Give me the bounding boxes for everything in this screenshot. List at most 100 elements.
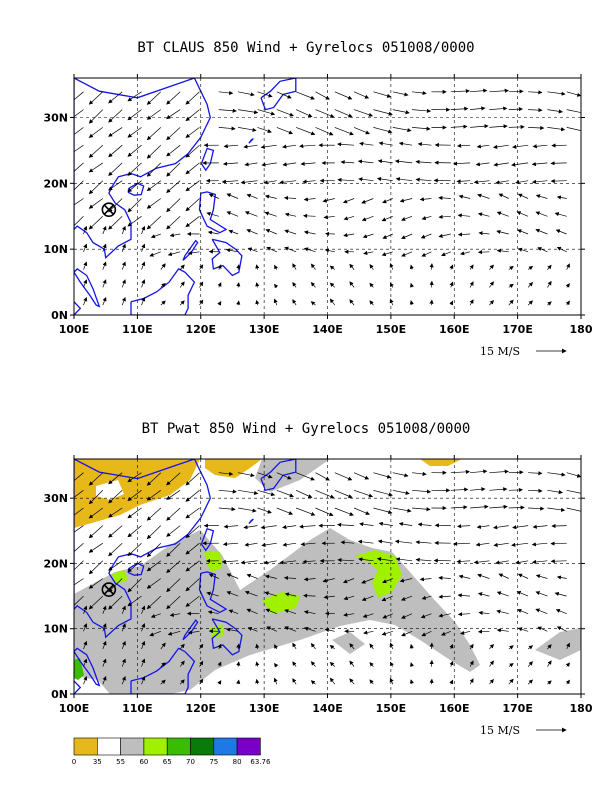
wind-vector bbox=[419, 197, 432, 202]
wind-vector bbox=[187, 250, 200, 255]
wind-vector bbox=[179, 643, 185, 650]
wind-vector bbox=[295, 489, 313, 498]
wind-vector bbox=[127, 216, 142, 227]
wind-vector bbox=[401, 630, 413, 637]
wind-vector bbox=[362, 613, 374, 618]
wind-vector bbox=[255, 643, 260, 650]
wind-vector bbox=[141, 658, 146, 667]
wind-vector bbox=[74, 162, 84, 176]
wind-vector bbox=[419, 577, 432, 582]
wind-vector bbox=[342, 578, 355, 584]
wind-vector bbox=[498, 193, 509, 199]
wind-vector bbox=[150, 613, 161, 618]
wind-vector bbox=[438, 195, 451, 201]
wind-vector bbox=[218, 471, 234, 476]
wind-vector bbox=[373, 472, 392, 479]
wind-vector bbox=[547, 280, 552, 288]
wind-vector bbox=[199, 264, 204, 270]
wind-vector bbox=[527, 645, 534, 650]
wind-vector bbox=[392, 472, 409, 478]
coastline-1-10 bbox=[74, 300, 82, 315]
wind-vector bbox=[255, 299, 260, 306]
coastline-1-8 bbox=[248, 138, 254, 144]
colorbar-swatch bbox=[73, 737, 98, 756]
wind-vector bbox=[185, 560, 200, 572]
wind-vector bbox=[121, 243, 126, 252]
colorbar-swatch bbox=[120, 737, 145, 756]
coastline-1-3 bbox=[198, 191, 228, 234]
wind-vector bbox=[392, 127, 412, 133]
wind-vector bbox=[323, 594, 335, 600]
wind-vector bbox=[441, 251, 451, 257]
wind-vector bbox=[353, 91, 370, 99]
wind-vector bbox=[511, 162, 529, 167]
wind-vector bbox=[417, 142, 432, 147]
wind-vector bbox=[450, 505, 468, 510]
colorbar-label: 63.76 bbox=[250, 758, 271, 766]
wind-vector bbox=[74, 109, 84, 121]
y-tick-label: 0N bbox=[51, 309, 68, 322]
wind-vector bbox=[166, 144, 181, 157]
wind-vector bbox=[226, 573, 239, 579]
colorbar-swatch bbox=[236, 737, 261, 756]
colorbar-swatch bbox=[166, 737, 191, 756]
x-tick-label: 120E bbox=[186, 323, 216, 336]
wind-vector bbox=[489, 487, 508, 492]
wind-vector bbox=[401, 215, 413, 221]
wind-vector bbox=[160, 300, 166, 306]
wind-vector bbox=[149, 630, 161, 637]
wind-vector bbox=[566, 127, 581, 133]
wind-vector bbox=[517, 193, 529, 199]
wind-vector bbox=[556, 575, 567, 580]
wind-vector bbox=[429, 299, 434, 306]
wind-vector bbox=[127, 198, 142, 213]
wind-vector bbox=[121, 658, 126, 667]
wind-vector bbox=[489, 106, 508, 111]
wind-vector bbox=[420, 233, 432, 239]
wind-vector bbox=[508, 265, 514, 271]
wind-vector bbox=[449, 679, 454, 685]
wind-vector bbox=[566, 263, 570, 270]
wind-vector bbox=[438, 613, 451, 618]
wind-vector bbox=[378, 521, 393, 526]
wind-vector bbox=[438, 594, 451, 599]
colorbar-label: 60 bbox=[139, 758, 148, 766]
wind-vector bbox=[102, 658, 107, 667]
pwat-shade-grey-s bbox=[332, 632, 365, 654]
wind-vector bbox=[556, 626, 567, 632]
wind-vector bbox=[121, 623, 126, 632]
wind-vector bbox=[415, 177, 432, 182]
pwat-shade-grey-se bbox=[535, 628, 581, 660]
wind-vector bbox=[185, 198, 200, 212]
wind-vector bbox=[260, 144, 277, 149]
wind-vector bbox=[141, 640, 146, 650]
wind-vector bbox=[394, 539, 413, 544]
wind-vector bbox=[185, 490, 200, 502]
wind-vector bbox=[238, 472, 255, 478]
wind-vector bbox=[141, 243, 146, 252]
wind-vector bbox=[257, 127, 272, 134]
wind-vector bbox=[489, 469, 509, 474]
wind-vector bbox=[150, 233, 161, 239]
wind-vector bbox=[185, 216, 200, 228]
wind-vector bbox=[83, 261, 88, 270]
wind-vector bbox=[373, 91, 392, 98]
wind-vector bbox=[226, 193, 239, 199]
wind-vector bbox=[160, 679, 166, 685]
wind-vector bbox=[489, 299, 494, 306]
wind-vector bbox=[409, 282, 414, 288]
wind-vector bbox=[108, 144, 123, 158]
wind-vector bbox=[295, 472, 315, 481]
wind-vector bbox=[226, 211, 239, 217]
wind-vector bbox=[264, 591, 277, 597]
wind-vector bbox=[373, 127, 393, 134]
wind-vector bbox=[382, 198, 393, 204]
wind-vector bbox=[392, 91, 409, 97]
wind-vector bbox=[401, 233, 413, 240]
wind-vector bbox=[276, 507, 294, 515]
wind-vector bbox=[489, 124, 508, 129]
wind-vector bbox=[169, 612, 181, 617]
wind-vector bbox=[141, 605, 146, 614]
wind-vector bbox=[255, 678, 260, 685]
colorbar-label: 0 bbox=[72, 758, 76, 766]
